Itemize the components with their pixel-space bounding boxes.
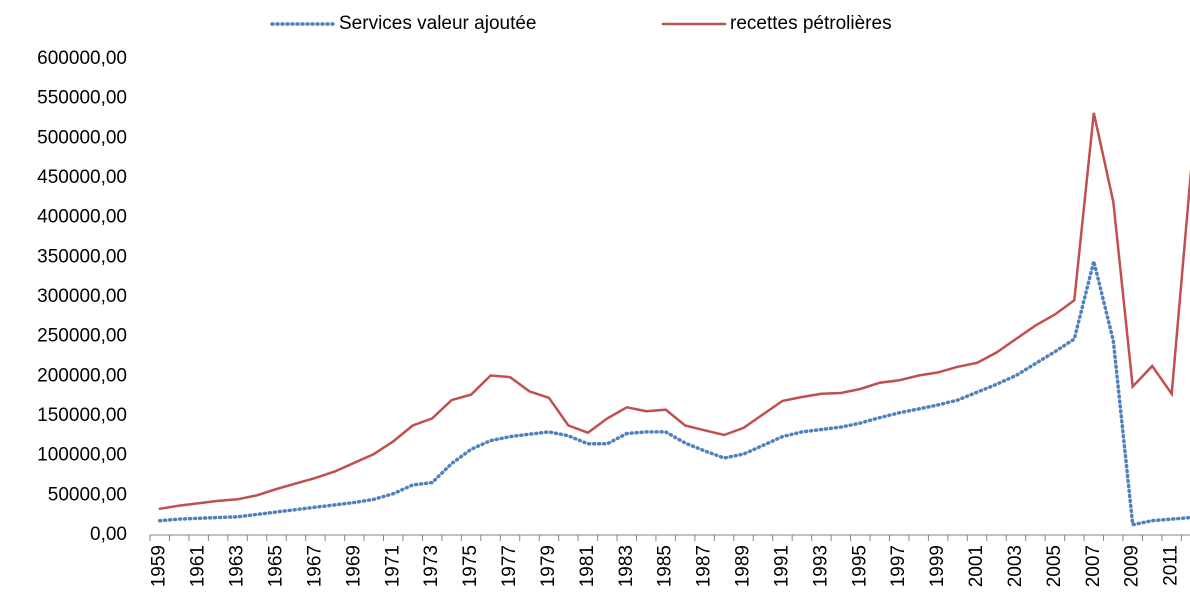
y-tick-label: 250000,00 [37, 326, 127, 347]
x-tick-label: 1981 [577, 545, 598, 587]
x-tick-label: 1987 [694, 545, 715, 587]
x-tick-label: 1979 [538, 545, 559, 587]
x-tick-label: 2001 [966, 545, 987, 587]
y-tick-label: 0,00 [90, 524, 127, 545]
x-tick-label: 1965 [266, 545, 287, 587]
x-tick-label: 2007 [1083, 545, 1104, 587]
x-tick-label: 1991 [771, 545, 792, 587]
series-line [157, 260, 1190, 527]
x-tick-label: 1971 [382, 545, 403, 587]
x-tick-label: 1961 [188, 545, 209, 587]
y-tick-label: 300000,00 [37, 286, 127, 307]
legend-label: Services valeur ajoutée [339, 13, 537, 34]
x-tick-label: 1975 [460, 545, 481, 587]
x-tick-label: 1993 [810, 545, 831, 587]
y-tick-label: 500000,00 [37, 127, 127, 148]
y-tick-label: 400000,00 [37, 207, 127, 228]
y-tick-label: 350000,00 [37, 246, 127, 267]
x-tick-label: 2003 [1005, 545, 1026, 587]
y-tick-label: 600000,00 [37, 48, 127, 69]
y-tick-label: 100000,00 [37, 445, 127, 466]
x-tick-label: 2005 [1044, 545, 1065, 587]
x-tick-label: 1967 [304, 545, 325, 587]
x-tick-label: 1995 [849, 545, 870, 587]
legend-label: recettes pétrolières [730, 13, 892, 34]
y-tick-label: 550000,00 [37, 88, 127, 109]
x-tick-label: 1973 [421, 545, 442, 587]
x-tick-label: 1959 [149, 545, 170, 587]
x-tick-label: 1989 [733, 545, 754, 587]
x-tick-label: 1977 [499, 545, 520, 587]
y-tick-label: 450000,00 [37, 167, 127, 188]
x-tick-label: 2009 [1122, 545, 1143, 587]
series-line [158, 112, 1190, 511]
x-tick-label: 1985 [655, 545, 676, 587]
y-tick-label: 50000,00 [48, 484, 127, 505]
x-tick-label: 1983 [616, 545, 637, 587]
x-tick-label: 1997 [888, 545, 909, 587]
x-tick-label: 1969 [343, 545, 364, 587]
x-tick-label: 1963 [227, 545, 248, 587]
y-tick-label: 200000,00 [37, 365, 127, 386]
x-tick-label: 1999 [927, 545, 948, 587]
x-tick-label: 2011 [1161, 545, 1182, 586]
y-tick-label: 150000,00 [37, 405, 127, 426]
